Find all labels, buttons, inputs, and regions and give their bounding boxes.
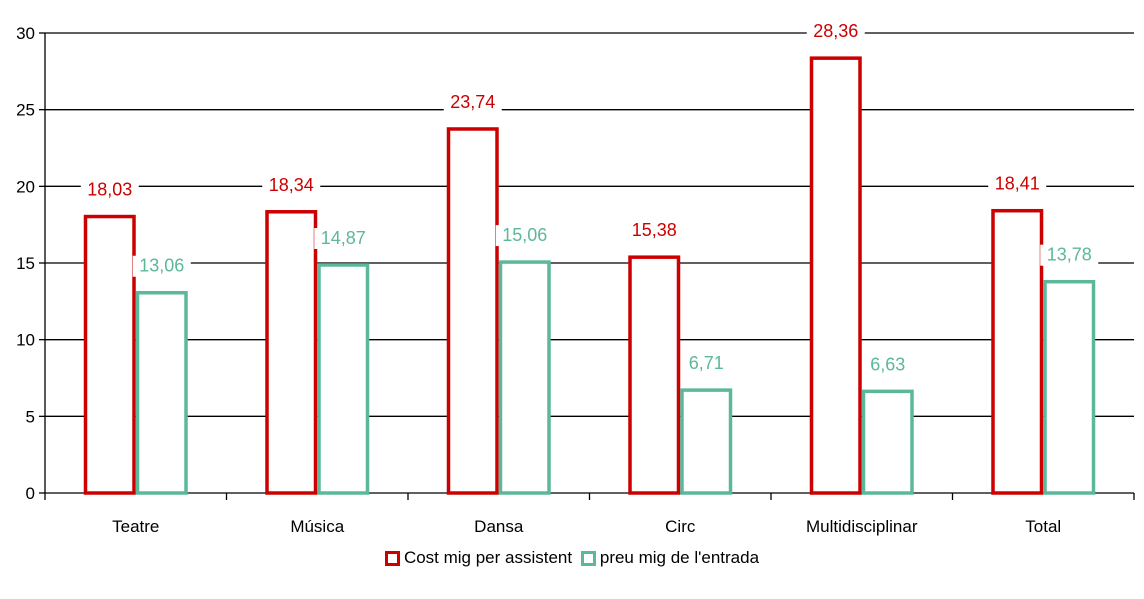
data-label-price: 6,63 [870, 354, 905, 374]
bar-price [317, 263, 370, 495]
bar-cost [809, 56, 862, 495]
legend-swatch-price [580, 550, 596, 566]
data-label-cost: 15,38 [632, 220, 677, 240]
bar-cost [991, 208, 1044, 495]
bar-price [498, 260, 551, 495]
data-label-bg [495, 225, 554, 247]
legend: Cost mig per assistent preu mig de l'ent… [0, 548, 1144, 571]
data-label-bg [625, 220, 684, 242]
data-label-bg [863, 354, 912, 376]
bar-price [135, 290, 188, 495]
legend-swatch-cost [384, 550, 400, 566]
data-label-price: 13,06 [139, 256, 184, 276]
bar-cost [265, 210, 318, 495]
data-label-cost: 18,41 [995, 174, 1040, 194]
data-label-bg [806, 21, 865, 43]
x-tick-label: Teatre [112, 517, 159, 536]
data-label-price: 6,71 [689, 353, 724, 373]
data-label-cost: 18,03 [87, 180, 132, 200]
gridlines [45, 32, 1134, 417]
data-label-bg [132, 255, 191, 277]
axes: 0 5 10 15 20 25 30 Teatre Música Dansa Circ Multidi… [16, 24, 1135, 536]
y-tick-label: 5 [26, 407, 35, 426]
x-tick-label: Música [290, 517, 344, 536]
bar-cost [446, 127, 499, 495]
legend-item-price: preu mig de l'entrada [580, 548, 760, 568]
data-label-bg [682, 353, 731, 375]
legend-label-price: preu mig de l'entrada [599, 548, 760, 567]
data-label-bg [80, 179, 139, 201]
data-label-cost: 18,34 [269, 175, 314, 195]
y-tick-label: 10 [16, 331, 35, 350]
data-label-bg [443, 91, 502, 113]
legend-item-cost: Cost mig per assistent [384, 548, 573, 568]
y-tick-label: 15 [16, 254, 35, 273]
data-label-price: 15,06 [502, 225, 547, 245]
legend-label-cost: Cost mig per assistent [403, 548, 573, 567]
data-label-bg [314, 227, 373, 249]
data-label-price: 14,87 [321, 228, 366, 248]
y-tick-label: 0 [26, 484, 35, 503]
data-label-cost: 23,74 [450, 92, 495, 112]
bars [83, 56, 1096, 495]
y-tick-label: 30 [16, 24, 35, 43]
data-label-bg [262, 174, 321, 196]
bar-price [861, 389, 914, 495]
bar-cost [83, 214, 136, 495]
y-tick-label: 25 [16, 101, 35, 120]
data-label-bg [1040, 244, 1099, 266]
x-tick-label: Dansa [474, 517, 524, 536]
bar-price [680, 388, 733, 495]
x-tick-label: Circ [665, 517, 696, 536]
x-tick-label: Total [1025, 517, 1061, 536]
bar-cost [628, 255, 681, 495]
bar-price [1043, 279, 1096, 495]
data-labels: 18,03 18,34 23,74 15,38 28,36 18,41 13,06 14,87… [80, 21, 1099, 376]
data-label-cost: 28,36 [813, 21, 858, 41]
data-label-price: 13,78 [1047, 245, 1092, 265]
x-tick-label: Multidisciplinar [806, 517, 918, 536]
data-label-bg [988, 173, 1047, 195]
y-tick-label: 20 [16, 177, 35, 196]
